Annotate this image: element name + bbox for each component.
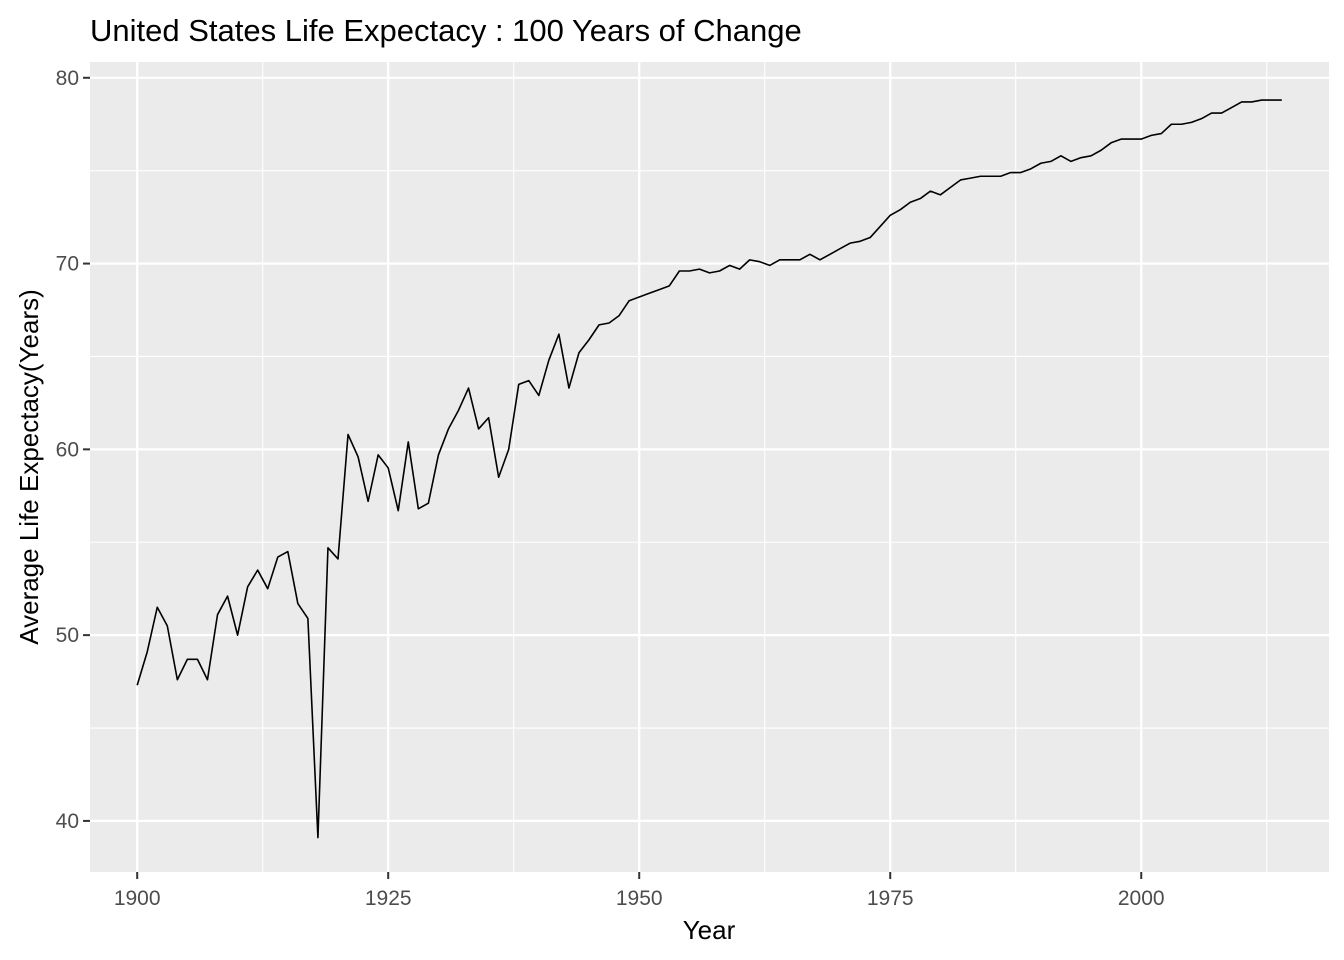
x-tick-label: 1925 (365, 887, 412, 910)
x-tick-label: 1975 (867, 887, 914, 910)
x-tick-label: 2000 (1118, 887, 1165, 910)
grid-major (90, 62, 1329, 872)
grid-minor (90, 62, 1329, 872)
data-layer (136, 99, 1282, 839)
series-line (136, 99, 1282, 839)
x-tick-label: 1900 (114, 887, 161, 910)
x-axis-title: Year (683, 915, 736, 945)
y-tick-label: 60 (56, 438, 79, 461)
plot-panel (90, 62, 1329, 872)
x-tick-label: 1950 (616, 887, 663, 910)
y-tick-label: 70 (56, 253, 79, 276)
y-axis-title: Average Life Expectacy(Years) (14, 289, 44, 645)
y-tick-label: 50 (56, 624, 79, 647)
y-tick-label: 40 (56, 810, 79, 833)
chart-title: United States Life Expectacy : 100 Years… (90, 13, 802, 48)
y-axis: 40 50 60 70 80 (56, 67, 90, 833)
x-axis: 1900 1925 1950 1975 2000 (114, 872, 1165, 910)
y-tick-label: 80 (56, 67, 79, 90)
